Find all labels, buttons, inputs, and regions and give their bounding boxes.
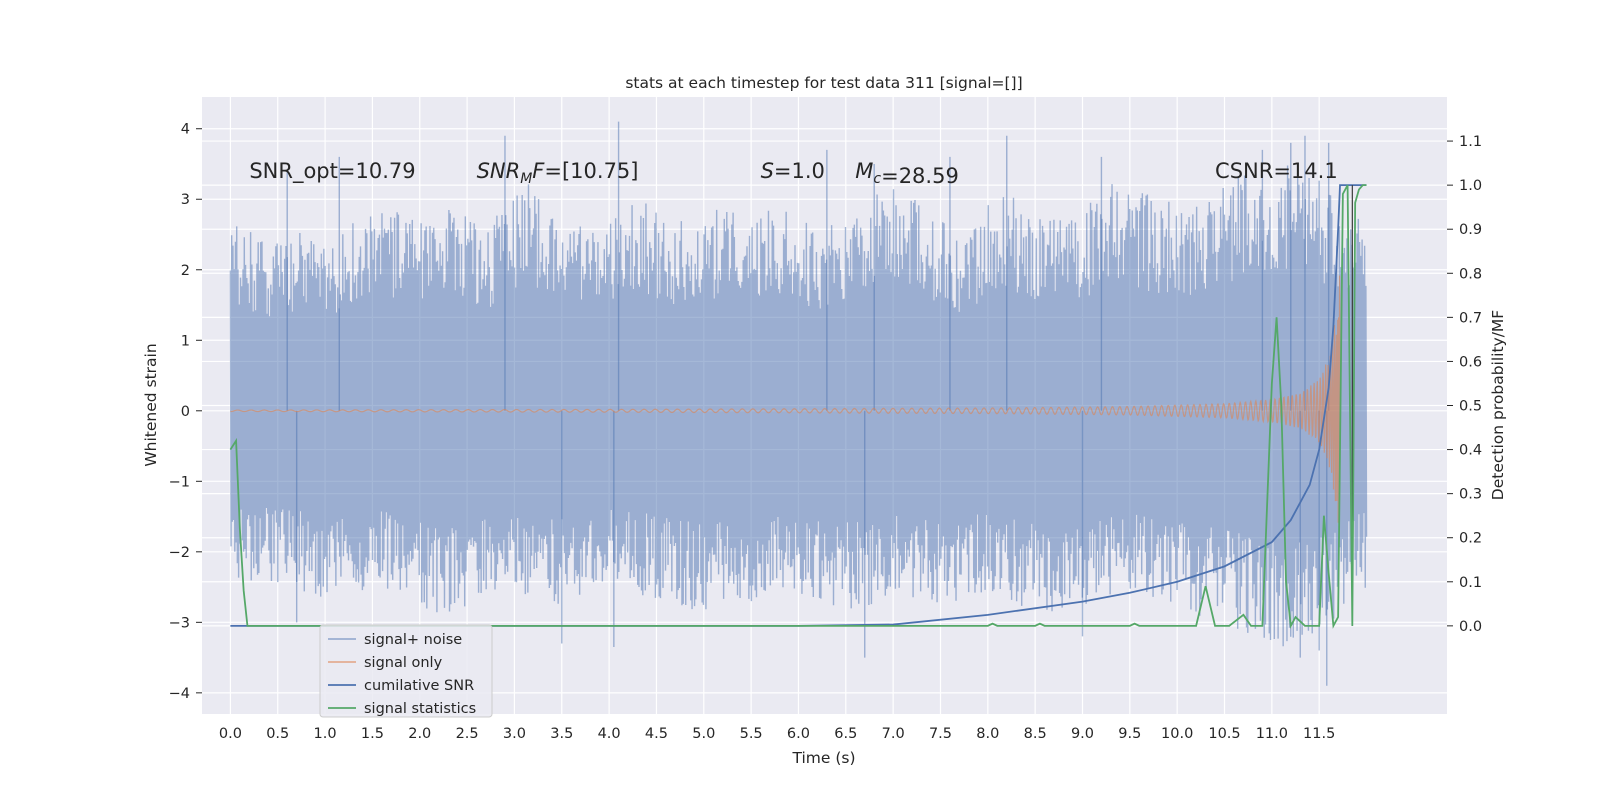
x-tick-label: 10.0 [1161,726,1193,742]
series-signal-noise-line [229,165,1368,647]
series-cumulative-snr-line [230,184,1367,627]
y-right-tick-label: 0.6 [1459,354,1482,370]
x-tick-label: 6.0 [787,726,810,742]
legend-label: signal only [364,655,443,671]
x-tick-label: 9.0 [1071,726,1094,742]
x-tick-label: 7.5 [929,726,952,742]
y-tick-label: 4 [181,122,190,138]
y-axis-ticks: 4 3 2 1 0 −1 −2 −3 −4 [169,122,202,702]
legend-label: cumilative SNR [364,678,474,694]
x-tick-label: 3.5 [550,726,573,742]
legend-label: signal statistics [364,701,476,717]
x-tick-label: 10.5 [1208,726,1240,742]
y-right-axis-ticks: 1.1 1.0 0.9 0.8 0.7 0.6 0.5 0.4 0.3 0.2 0.1 0.0 [1447,134,1482,635]
annotation-0: SNR_opt=10.79 [249,159,415,184]
x-tick-label: 2.0 [408,726,431,742]
x-tick-label: 7.0 [882,726,905,742]
y-right-tick-label: 1.0 [1459,178,1482,194]
x-tick-label: 9.5 [1118,726,1141,742]
y-right-tick-label: 0.3 [1459,487,1482,503]
y-tick-label: −3 [169,615,190,631]
y-right-tick-label: 0.9 [1459,222,1482,238]
y-tick-label: −2 [169,545,190,561]
annotation-2: S=1.0 [761,159,825,183]
x-tick-label: 2.5 [456,726,479,742]
y-right-tick-label: 0.2 [1459,531,1482,547]
x-tick-label: 11.0 [1256,726,1288,742]
x-tick-label: 8.5 [1024,726,1047,742]
y-right-tick-label: 0.0 [1459,619,1482,635]
x-tick-label: 1.5 [361,726,384,742]
y-right-axis-label: Detection probability/MF [1489,310,1507,501]
series-signal-statistics-line [229,184,1367,629]
y-tick-label: 3 [181,192,190,208]
y-right-tick-label: 0.4 [1459,443,1482,459]
x-axis-ticks: 0.0 0.5 1.0 1.5 2.0 2.5 3.0 3.5 4.0 4.5 5.0 5.5 6.0 6… [219,726,1335,742]
y-tick-label: 1 [181,333,190,349]
y-right-tick-label: 0.1 [1459,575,1482,591]
x-tick-label: 8.0 [976,726,999,742]
x-tick-label: 11.5 [1303,726,1335,742]
annotations: SNR_opt=10.79 SNRMF=[10.75] S=1.0 Mc=28.59 C… [249,159,1337,188]
chart-title: stats at each timestep for test data 311… [625,74,1022,92]
y-tick-label: 2 [181,263,190,279]
y-tick-label: 0 [181,404,190,420]
y-right-tick-label: 1.1 [1459,134,1482,150]
y-right-tick-label: 0.7 [1459,310,1482,326]
x-tick-label: 3.0 [503,726,526,742]
legend: signal+ noise signal only cumilative SNR si… [319,624,493,718]
y-tick-label: −1 [169,474,190,490]
x-tick-label: 1.0 [314,726,337,742]
x-tick-label: 0.0 [219,726,242,742]
x-tick-label: 5.0 [692,726,715,742]
data-layer [229,121,1368,686]
series-signal-only-line [230,275,1341,523]
annotation-3: Mc=28.59 [855,159,959,188]
y-right-tick-label: 0.8 [1459,266,1482,282]
x-tick-label: 5.5 [740,726,763,742]
y-right-tick-label: 0.5 [1459,399,1482,415]
annotation-1: SNRMF=[10.75] [477,159,639,187]
x-axis-label: Time (s) [791,749,855,767]
x-tick-label: 4.5 [645,726,668,742]
annotation-4: CSNR=14.1 [1215,159,1338,183]
x-tick-label: 6.5 [834,726,857,742]
x-tick-label: 0.5 [266,726,289,742]
y-axis-label: Whitened strain [142,343,160,466]
legend-label: signal+ noise [364,632,462,648]
y-tick-label: −4 [169,686,190,702]
x-tick-label: 4.0 [598,726,621,742]
legend-box [319,624,493,718]
